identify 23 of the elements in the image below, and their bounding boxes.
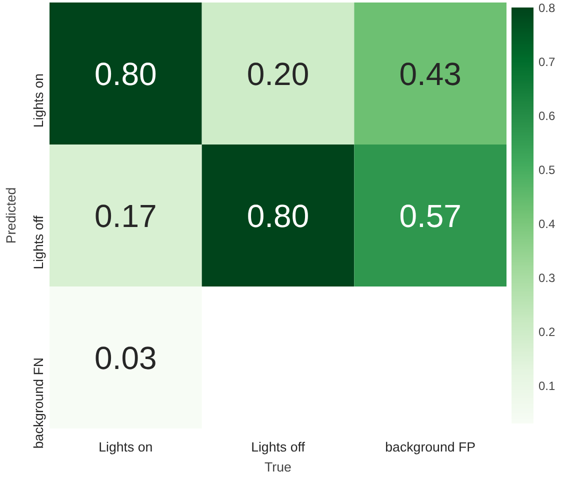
data-label: 0.43	[399, 56, 462, 92]
x-tick-label: background FP	[385, 440, 476, 454]
y-axis-title: Predicted	[4, 187, 18, 244]
color-bar-label: 0.4	[538, 217, 556, 232]
data-label: 0.20	[246, 56, 310, 92]
color-bar-label: 0.6	[538, 109, 556, 124]
data-label: 0.80	[94, 56, 157, 92]
x-tick-label: Lights on	[98, 440, 153, 454]
data-label: 0.80	[246, 198, 310, 234]
data-label: 0.03	[94, 340, 157, 376]
color-bar-label: 0.8	[538, 1, 556, 15]
color-bar-label: 0.3	[538, 271, 556, 286]
color-bar-label: 0.2	[538, 325, 556, 340]
x-tick-label: Lights off	[251, 440, 306, 454]
x-axis-title: True	[264, 460, 292, 474]
data-label: 0.57	[399, 198, 462, 234]
y-tick-label: background FN	[31, 358, 46, 449]
y-tick-label: Lights off	[31, 215, 46, 270]
color-bar-label: 0.5	[538, 163, 556, 178]
color-bar-label: 0.7	[538, 55, 556, 70]
data-label: 0.17	[94, 198, 157, 234]
color-bar-label: 0.1	[538, 379, 556, 394]
y-tick-label: Lights on	[31, 74, 46, 128]
